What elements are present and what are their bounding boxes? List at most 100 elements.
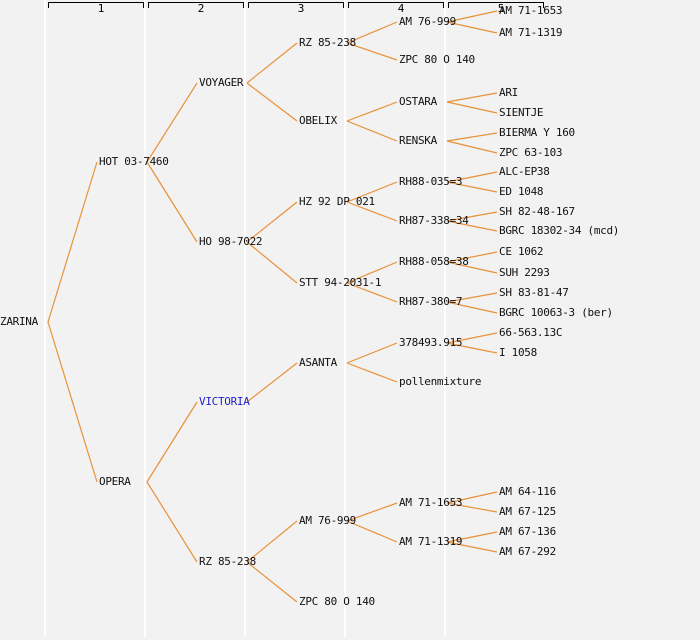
tree-node-am71_1319t[interactable]: AM 71-1319 bbox=[499, 25, 563, 39]
column-separator bbox=[144, 0, 146, 637]
pedigree-edge bbox=[446, 140, 498, 154]
generation-bracket: 3 bbox=[248, 2, 344, 14]
pedigree-edge bbox=[446, 92, 498, 103]
generation-label: 1 bbox=[97, 2, 105, 15]
tree-node-renska[interactable]: RENSKA bbox=[399, 133, 437, 147]
pedigree-edge bbox=[146, 401, 198, 483]
pedigree-edge bbox=[47, 161, 98, 323]
pedigree-edge bbox=[346, 342, 398, 364]
pedigree-edge bbox=[346, 362, 398, 383]
tree-node-am71_1653b[interactable]: AM 71-1653 bbox=[399, 495, 463, 509]
tree-node-pollen[interactable]: pollenmixture bbox=[399, 374, 482, 388]
tree-node-rh87_380[interactable]: RH87-380=7 bbox=[399, 294, 463, 308]
generation-bracket: 4 bbox=[348, 2, 444, 14]
tree-node-ostara[interactable]: OSTARA bbox=[399, 94, 437, 108]
generation-bracket: 1 bbox=[48, 2, 144, 14]
tree-node-asanta[interactable]: ASANTA bbox=[299, 355, 337, 369]
tree-node-stt94[interactable]: STT 94-2031-1 bbox=[299, 275, 382, 289]
tree-node-sientje[interactable]: SIENTJE bbox=[499, 105, 544, 119]
pedigree-edge bbox=[246, 520, 298, 563]
pedigree-edge bbox=[446, 502, 498, 513]
tree-node-am64_116[interactable]: AM 64-116 bbox=[499, 484, 556, 498]
pedigree-edge bbox=[346, 502, 398, 522]
pedigree-edge bbox=[346, 42, 398, 61]
pedigree-edge bbox=[446, 541, 498, 553]
tree-node-am71_1653t[interactable]: AM 71-1653 bbox=[499, 3, 563, 17]
pedigree-edge bbox=[146, 82, 198, 163]
pedigree-edge bbox=[446, 531, 498, 543]
pedigree-edge bbox=[346, 261, 398, 284]
tree-node-ho98[interactable]: HO 98-7022 bbox=[199, 234, 263, 248]
pedigree-edge bbox=[446, 171, 498, 183]
tree-node-am76t[interactable]: AM 76-999 bbox=[399, 14, 456, 28]
tree-node-alc[interactable]: ALC-EP38 bbox=[499, 164, 550, 178]
generation-label: 5 bbox=[497, 2, 505, 15]
pedigree-edge bbox=[446, 261, 498, 274]
pedigree-edge bbox=[446, 220, 498, 232]
tree-node-ari[interactable]: ARI bbox=[499, 85, 518, 99]
pedigree-edge bbox=[446, 292, 498, 303]
tree-node-sh83[interactable]: SH 83-81-47 bbox=[499, 285, 569, 299]
pedigree-edge bbox=[246, 241, 298, 284]
tree-node-p378493[interactable]: 378493.915 bbox=[399, 335, 463, 349]
tree-node-am71_1319b[interactable]: AM 71-1319 bbox=[399, 534, 463, 548]
pedigree-edge bbox=[346, 181, 398, 203]
tree-node-zpc80b[interactable]: ZPC 80 O 140 bbox=[299, 594, 375, 608]
tree-node-bgrc10063[interactable]: BGRC 10063-3 (ber) bbox=[499, 305, 613, 319]
tree-node-zpc80t[interactable]: ZPC 80 O 140 bbox=[399, 52, 475, 66]
pedigree-edge bbox=[446, 132, 498, 142]
pedigree-edge bbox=[246, 82, 298, 122]
pedigree-edge bbox=[346, 101, 398, 122]
generation-bracket: 2 bbox=[148, 2, 244, 14]
tree-node-ed1048[interactable]: ED 1048 bbox=[499, 184, 544, 198]
tree-node-rh88_035[interactable]: RH88-035=3 bbox=[399, 174, 463, 188]
tree-node-bgrc18302[interactable]: BGRC 18302-34 (mcd) bbox=[499, 223, 620, 237]
tree-node-zpc63[interactable]: ZPC 63-103 bbox=[499, 145, 563, 159]
tree-node-opera[interactable]: OPERA bbox=[99, 474, 131, 488]
column-separator bbox=[244, 0, 246, 637]
pedigree-edge bbox=[246, 42, 298, 84]
generation-label: 4 bbox=[397, 2, 405, 15]
tree-node-suh2293[interactable]: SUH 2293 bbox=[499, 265, 550, 279]
pedigree-edge bbox=[446, 491, 498, 504]
tree-node-rz85t[interactable]: RZ 85-238 bbox=[299, 35, 356, 49]
tree-node-hot[interactable]: HOT 03-7460 bbox=[99, 154, 169, 168]
column-separator bbox=[344, 0, 346, 637]
tree-node-i1058[interactable]: I 1058 bbox=[499, 345, 537, 359]
tree-node-sh82[interactable]: SH 82-48-167 bbox=[499, 204, 575, 218]
tree-node-rz85b[interactable]: RZ 85-238 bbox=[199, 554, 256, 568]
pedigree-edge bbox=[446, 211, 498, 222]
tree-node-am76b[interactable]: AM 76-999 bbox=[299, 513, 356, 527]
pedigree-edge bbox=[246, 362, 298, 403]
generation-label: 3 bbox=[297, 2, 305, 15]
tree-node-zarina[interactable]: ZARINA bbox=[0, 314, 38, 328]
generation-label: 2 bbox=[197, 2, 205, 15]
pedigree-edge bbox=[446, 10, 498, 23]
tree-node-rh87_338[interactable]: RH87-338=34 bbox=[399, 213, 469, 227]
tree-node-am67_136[interactable]: AM 67-136 bbox=[499, 524, 556, 538]
tree-node-bierma[interactable]: BIERMA Y 160 bbox=[499, 125, 575, 139]
pedigree-edge bbox=[346, 201, 398, 222]
pedigree-edge bbox=[446, 301, 498, 314]
pedigree-edge bbox=[346, 120, 398, 142]
pedigree-edge bbox=[346, 520, 398, 543]
tree-node-ce1062[interactable]: CE 1062 bbox=[499, 244, 544, 258]
tree-node-hz92[interactable]: HZ 92 DP 021 bbox=[299, 194, 375, 208]
pedigree-edge bbox=[446, 21, 498, 34]
pedigree-edge bbox=[146, 161, 198, 243]
tree-node-voyager[interactable]: VOYAGER bbox=[199, 75, 244, 89]
pedigree-edge bbox=[446, 342, 498, 354]
pedigree-edge bbox=[446, 181, 498, 193]
tree-node-c66_563[interactable]: 66-563.13C bbox=[499, 325, 563, 339]
tree-node-victoria[interactable]: VICTORIA bbox=[199, 394, 250, 408]
tree-node-am67_125[interactable]: AM 67-125 bbox=[499, 504, 556, 518]
column-separator bbox=[444, 0, 446, 637]
pedigree-edge bbox=[246, 561, 298, 603]
tree-node-rh88_058[interactable]: RH88-058=38 bbox=[399, 254, 469, 268]
pedigree-edge bbox=[346, 21, 398, 44]
pedigree-edge bbox=[246, 201, 298, 243]
tree-node-am67_292[interactable]: AM 67-292 bbox=[499, 544, 556, 558]
tree-node-obelix[interactable]: OBELIX bbox=[299, 113, 337, 127]
pedigree-edge bbox=[446, 101, 498, 114]
